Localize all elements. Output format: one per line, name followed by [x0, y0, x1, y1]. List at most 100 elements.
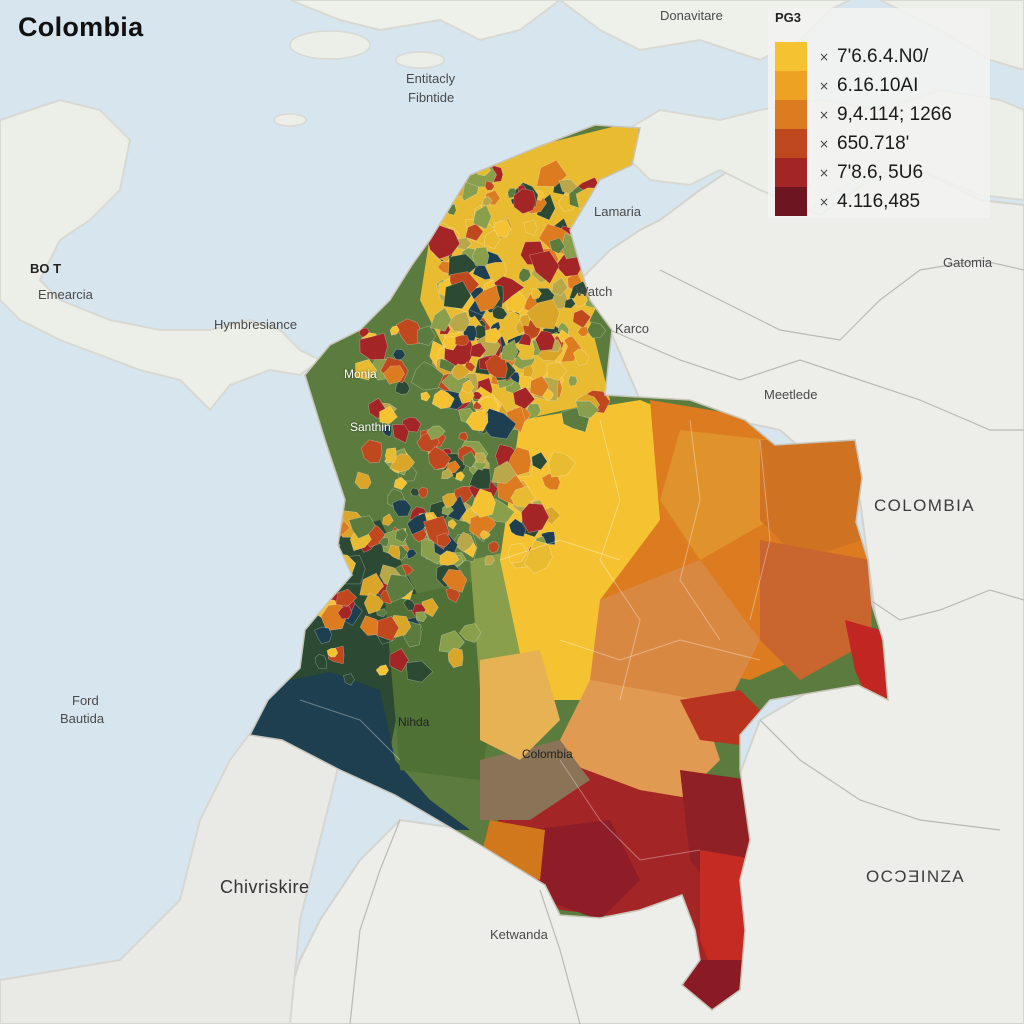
municipality-region[interactable] — [474, 284, 501, 313]
municipality-region[interactable] — [471, 488, 496, 518]
municipality-region[interactable] — [575, 400, 600, 419]
municipality-region[interactable] — [519, 314, 531, 327]
municipality-region[interactable] — [348, 515, 376, 539]
municipality-region[interactable] — [568, 375, 578, 387]
municipality-region[interactable] — [513, 188, 537, 215]
municipality-region[interactable] — [452, 363, 471, 381]
municipality-region[interactable] — [403, 598, 416, 611]
municipality-region[interactable] — [335, 588, 358, 607]
municipality-region[interactable] — [491, 305, 508, 320]
municipality-region[interactable] — [426, 425, 446, 441]
municipality-region[interactable] — [483, 229, 501, 250]
municipality-region[interactable] — [558, 329, 571, 344]
municipality-region[interactable] — [358, 327, 370, 338]
municipality-region[interactable] — [442, 568, 468, 593]
municipality-region[interactable] — [359, 615, 382, 636]
municipality-region[interactable] — [379, 405, 398, 425]
municipality-region[interactable] — [375, 664, 390, 676]
municipality-region[interactable] — [410, 361, 444, 391]
municipality-region[interactable] — [465, 409, 489, 432]
municipality-region[interactable] — [485, 327, 502, 344]
municipality-region[interactable] — [471, 246, 490, 267]
municipality-region[interactable] — [420, 391, 431, 402]
municipality-region[interactable] — [454, 334, 470, 347]
municipality-region[interactable] — [564, 297, 577, 309]
municipality-region[interactable] — [521, 503, 550, 533]
municipality-region[interactable] — [474, 452, 487, 464]
municipality-region[interactable] — [392, 348, 406, 361]
municipality-region[interactable] — [484, 180, 495, 191]
municipality-region[interactable] — [405, 660, 434, 683]
municipality-region[interactable] — [512, 386, 536, 410]
municipality-region[interactable] — [384, 447, 397, 464]
municipality-region[interactable] — [518, 267, 532, 283]
municipality-region[interactable] — [430, 307, 452, 332]
municipality-region[interactable] — [456, 531, 475, 553]
municipality-region[interactable] — [382, 424, 393, 438]
municipality-region[interactable] — [354, 471, 372, 490]
municipality-region[interactable] — [458, 623, 482, 643]
municipality-region[interactable] — [551, 277, 569, 297]
municipality-region[interactable] — [488, 541, 500, 554]
municipality-region[interactable] — [577, 326, 589, 337]
municipality-region[interactable] — [389, 325, 400, 336]
municipality-region[interactable] — [359, 332, 388, 361]
municipality-region[interactable] — [531, 451, 548, 471]
municipality-region[interactable] — [534, 330, 556, 352]
municipality-region[interactable] — [385, 574, 415, 603]
municipality-region[interactable] — [363, 592, 384, 615]
municipality-region[interactable] — [389, 453, 415, 473]
municipality-region[interactable] — [441, 468, 454, 480]
municipality-region[interactable] — [517, 333, 532, 346]
municipality-region[interactable] — [507, 542, 528, 564]
municipality-region[interactable] — [313, 626, 333, 645]
municipality-region[interactable] — [441, 336, 459, 351]
municipality-region[interactable] — [548, 451, 577, 478]
municipality-region[interactable] — [389, 648, 409, 673]
municipality-region[interactable] — [536, 159, 568, 187]
municipality-region[interactable] — [383, 365, 405, 385]
municipality-region[interactable] — [314, 653, 328, 669]
municipality-region[interactable] — [394, 378, 411, 395]
municipality-region[interactable] — [417, 486, 428, 499]
municipality-region[interactable] — [382, 513, 394, 526]
municipality-region[interactable] — [528, 250, 560, 285]
municipality-region[interactable] — [462, 379, 475, 395]
municipality-region[interactable] — [395, 527, 409, 543]
municipality-region[interactable] — [376, 615, 400, 642]
municipality-region[interactable] — [378, 536, 389, 547]
municipality-region[interactable] — [436, 532, 452, 548]
municipality-region[interactable] — [506, 446, 532, 476]
municipality-region[interactable] — [406, 512, 428, 535]
municipality-region[interactable] — [530, 288, 542, 300]
municipality-region[interactable] — [393, 476, 408, 491]
municipality-patchwork[interactable] — [313, 159, 617, 686]
municipality-region[interactable] — [447, 518, 457, 530]
municipality-region[interactable] — [491, 460, 517, 484]
municipality-region[interactable] — [479, 530, 491, 540]
municipality-region[interactable] — [409, 487, 421, 497]
municipality-region[interactable] — [529, 375, 550, 398]
municipality-region[interactable] — [525, 298, 561, 330]
municipality-region[interactable] — [376, 608, 387, 617]
municipality-region[interactable] — [522, 364, 534, 378]
municipality-region[interactable] — [508, 518, 527, 538]
municipality-region[interactable] — [455, 471, 466, 482]
municipality-region[interactable] — [462, 450, 477, 469]
municipality-region[interactable] — [469, 467, 492, 490]
municipality-region[interactable] — [469, 342, 487, 358]
municipality-region[interactable] — [337, 605, 353, 620]
municipality-region[interactable] — [427, 446, 452, 471]
municipality-region[interactable] — [343, 673, 355, 686]
municipality-region[interactable] — [439, 550, 460, 566]
municipality-region[interactable] — [355, 359, 378, 381]
municipality-region[interactable] — [484, 555, 495, 566]
municipality-region[interactable] — [500, 339, 519, 362]
municipality-region[interactable] — [417, 325, 437, 346]
municipality-region[interactable] — [443, 280, 472, 310]
municipality-region[interactable] — [572, 309, 592, 329]
municipality-region[interactable] — [442, 492, 458, 509]
municipality-region[interactable] — [546, 361, 568, 381]
municipality-region[interactable] — [523, 219, 538, 237]
municipality-region[interactable] — [361, 439, 383, 464]
